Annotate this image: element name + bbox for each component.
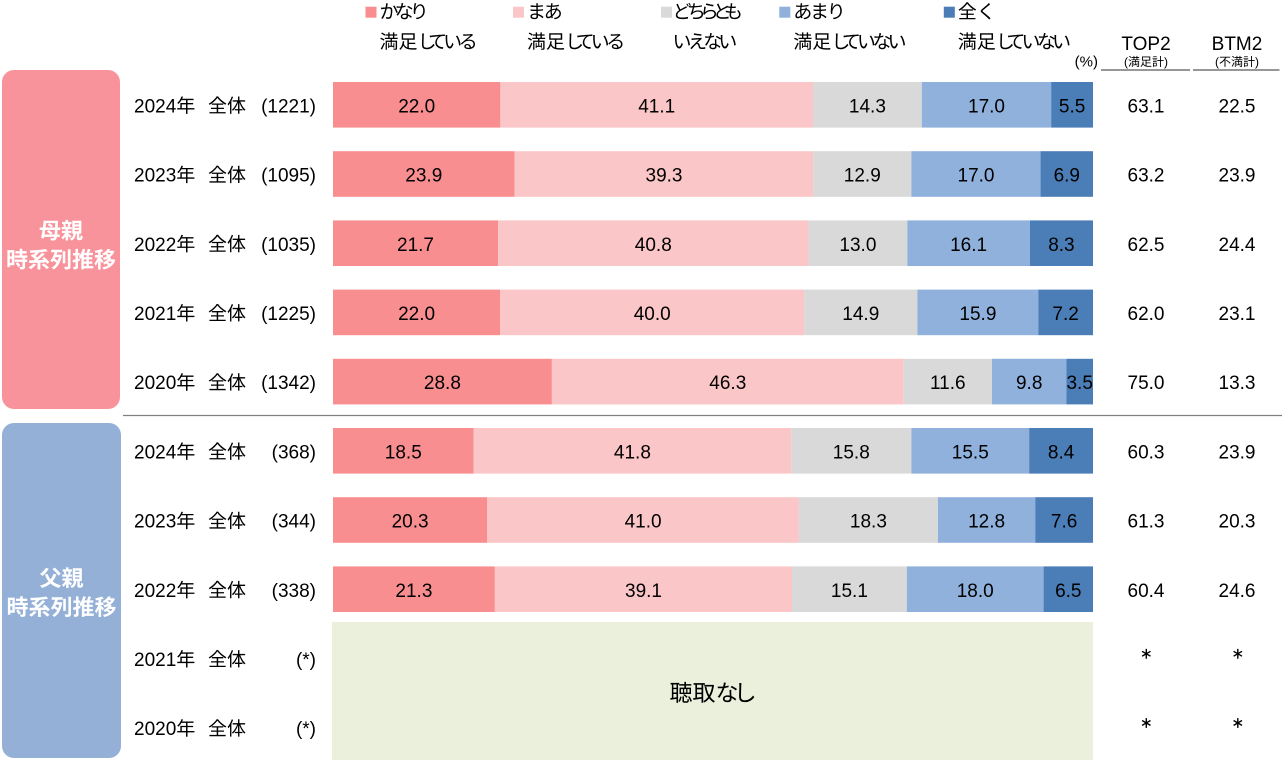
svg-text:2020: 2020: [134, 373, 176, 394]
svg-text:(1225): (1225): [261, 304, 316, 325]
svg-text:(%): (%): [1075, 54, 1098, 71]
svg-text:21.3: 21.3: [395, 581, 432, 602]
svg-text:(1221): (1221): [261, 96, 316, 117]
svg-text:46.3: 46.3: [709, 373, 746, 394]
svg-text:23.9: 23.9: [405, 166, 442, 187]
svg-text:2021: 2021: [134, 650, 176, 671]
svg-text:18.5: 18.5: [385, 442, 422, 463]
svg-text:2022: 2022: [134, 581, 176, 602]
svg-text:22.5: 22.5: [1219, 96, 1256, 117]
svg-text:23.9: 23.9: [1219, 442, 1256, 463]
svg-text:20.3: 20.3: [392, 512, 429, 533]
svg-text:12.9: 12.9: [844, 166, 881, 187]
svg-text:(344): (344): [272, 512, 316, 533]
svg-text:61.3: 61.3: [1128, 512, 1165, 533]
svg-text:63.2: 63.2: [1128, 166, 1165, 187]
svg-text:3.5: 3.5: [1066, 373, 1092, 394]
svg-text:11.6: 11.6: [930, 373, 966, 394]
svg-text:(*): (*): [296, 719, 316, 740]
svg-text:13.0: 13.0: [839, 235, 876, 256]
svg-text:60.3: 60.3: [1128, 442, 1165, 463]
svg-text:39.3: 39.3: [646, 166, 683, 187]
svg-text:24.6: 24.6: [1219, 581, 1256, 602]
svg-text:20.3: 20.3: [1219, 512, 1256, 533]
svg-text:2020: 2020: [134, 719, 176, 740]
svg-text:62.5: 62.5: [1128, 235, 1165, 256]
svg-text:18.3: 18.3: [850, 512, 887, 533]
svg-text:2021: 2021: [134, 304, 176, 325]
svg-text:14.9: 14.9: [842, 304, 879, 325]
svg-text:23.1: 23.1: [1219, 304, 1256, 325]
svg-text:2022: 2022: [134, 235, 176, 256]
svg-text:39.1: 39.1: [625, 581, 662, 602]
svg-text:28.8: 28.8: [424, 373, 461, 394]
svg-text:75.0: 75.0: [1128, 373, 1165, 394]
svg-text:40.0: 40.0: [634, 304, 671, 325]
svg-text:15.5: 15.5: [952, 442, 989, 463]
svg-text:41.1: 41.1: [638, 96, 675, 117]
svg-text:9.8: 9.8: [1016, 373, 1042, 394]
svg-text:(*): (*): [296, 650, 316, 671]
svg-text:40.8: 40.8: [635, 235, 672, 256]
svg-text:12.8: 12.8: [968, 512, 1005, 533]
svg-text:8.3: 8.3: [1048, 235, 1074, 256]
svg-text:13.3: 13.3: [1219, 373, 1256, 394]
svg-text:15.9: 15.9: [959, 304, 996, 325]
svg-text:7.6: 7.6: [1051, 512, 1077, 533]
svg-text:22.0: 22.0: [398, 304, 435, 325]
svg-text:63.1: 63.1: [1128, 96, 1165, 117]
svg-text:BTM2: BTM2: [1212, 34, 1263, 55]
svg-text:TOP2: TOP2: [1121, 34, 1170, 55]
svg-text:2023: 2023: [134, 166, 176, 187]
svg-text:21.7: 21.7: [397, 235, 434, 256]
svg-text:15.1: 15.1: [831, 581, 868, 602]
svg-text:7.2: 7.2: [1052, 304, 1078, 325]
svg-text:2024: 2024: [134, 442, 177, 463]
svg-text:60.4: 60.4: [1128, 581, 1165, 602]
svg-text:8.4: 8.4: [1048, 442, 1075, 463]
svg-text:2023: 2023: [134, 512, 176, 533]
svg-text:23.9: 23.9: [1219, 166, 1256, 187]
svg-text:18.0: 18.0: [957, 581, 994, 602]
svg-text:6.5: 6.5: [1055, 581, 1081, 602]
svg-text:(1342): (1342): [261, 373, 316, 394]
svg-text:15.8: 15.8: [833, 442, 870, 463]
svg-text:16.1: 16.1: [950, 235, 987, 256]
svg-text:22.0: 22.0: [398, 96, 435, 117]
svg-text:5.5: 5.5: [1059, 96, 1085, 117]
svg-text:(1035): (1035): [261, 235, 316, 256]
svg-text:41.0: 41.0: [625, 512, 662, 533]
svg-text:24.4: 24.4: [1219, 235, 1256, 256]
svg-text:14.3: 14.3: [849, 96, 886, 117]
svg-text:41.8: 41.8: [614, 442, 651, 463]
svg-text:6.9: 6.9: [1054, 166, 1080, 187]
svg-text:(338): (338): [272, 581, 316, 602]
svg-text:62.0: 62.0: [1128, 304, 1165, 325]
svg-text:(368): (368): [272, 442, 316, 463]
svg-text:17.0: 17.0: [968, 96, 1005, 117]
svg-text:(1095): (1095): [261, 166, 316, 187]
svg-text:2024: 2024: [134, 96, 177, 117]
svg-text:17.0: 17.0: [958, 166, 995, 187]
